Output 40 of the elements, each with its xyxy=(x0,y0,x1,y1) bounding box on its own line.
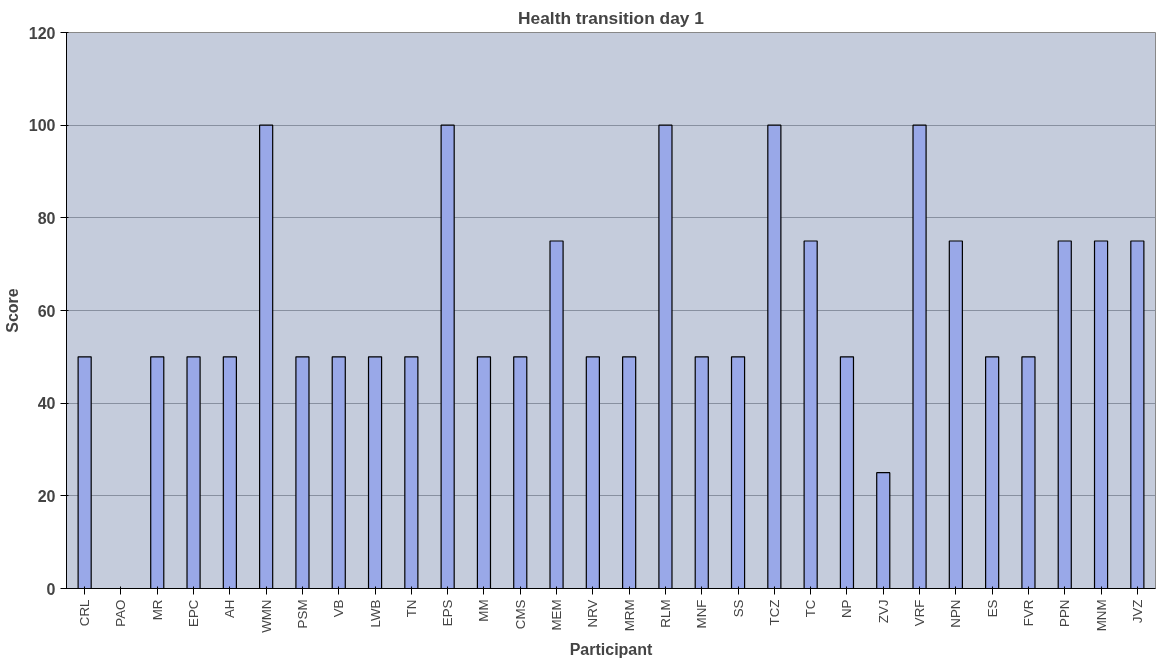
x-tick-label: VRF xyxy=(912,599,928,627)
x-axis-title: Participant xyxy=(569,640,654,658)
x-tick-label: ES xyxy=(984,599,1000,618)
x-tick-label: MM xyxy=(476,599,492,622)
x-tick-label: EPC xyxy=(186,599,202,627)
x-tick-label: TC xyxy=(803,599,819,618)
x-tick-label: CMS xyxy=(512,599,528,630)
x-tick-label: SS xyxy=(730,599,746,618)
x-tick-label: PPN xyxy=(1057,599,1073,627)
y-tick-label: 20 xyxy=(37,487,56,505)
y-axis-title: Score xyxy=(3,288,21,333)
y-tick-label: 60 xyxy=(37,302,56,320)
x-tick-label: TCZ xyxy=(766,599,782,626)
y-tick-label: 100 xyxy=(28,117,56,135)
x-tick-label: WMN xyxy=(258,599,274,633)
x-tick-label: ZVJ xyxy=(875,599,891,624)
y-tick-label: 120 xyxy=(28,24,56,42)
x-tick-label: VB xyxy=(331,599,347,618)
x-tick-label: MR xyxy=(149,599,165,621)
x-tick-label: NP xyxy=(839,599,855,619)
x-tick-label: MNM xyxy=(1093,599,1109,632)
x-tick-label: PAO xyxy=(113,599,129,627)
y-tick-label: 80 xyxy=(37,209,56,227)
x-tick-label: PSM xyxy=(294,599,310,629)
x-tick-label: NRV xyxy=(585,599,601,628)
y-tick-label: 0 xyxy=(46,580,56,598)
x-tick-label: NPN xyxy=(948,599,964,628)
x-tick-label: AH xyxy=(222,599,238,619)
x-tick-label: JVZ xyxy=(1129,599,1145,624)
x-tick-label: MRM xyxy=(621,599,637,632)
x-tick-label: CRL xyxy=(77,599,93,627)
x-tick-label: RLM xyxy=(657,599,673,628)
x-tick-label: TN xyxy=(403,599,419,618)
x-tick-label: MEM xyxy=(549,599,565,631)
chart-title: Health transition day 1 xyxy=(518,7,705,28)
y-tick-label: 40 xyxy=(37,395,56,413)
x-tick-label: EPS xyxy=(440,599,456,627)
x-tick-label: MNF xyxy=(694,599,710,629)
x-tick-label: FVR xyxy=(1020,599,1036,627)
x-tick-label: LWB xyxy=(367,599,383,628)
